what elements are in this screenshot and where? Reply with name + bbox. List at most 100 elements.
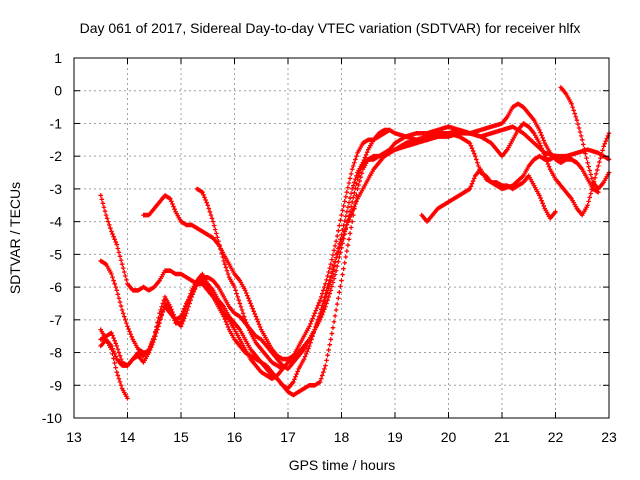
data-point <box>210 219 216 224</box>
x-tick-label: 18 <box>334 429 350 445</box>
data-point <box>324 277 329 283</box>
data-point <box>350 195 356 200</box>
series-track-9 <box>558 85 612 192</box>
data-point <box>120 310 126 316</box>
data-point <box>330 269 336 274</box>
data-point <box>476 163 481 169</box>
data-point <box>326 269 331 275</box>
data-point <box>344 222 350 228</box>
data-point <box>474 157 479 162</box>
data-point <box>118 257 124 263</box>
data-point <box>596 163 601 169</box>
data-point <box>345 242 351 248</box>
data-point <box>471 151 477 156</box>
data-point <box>340 240 345 246</box>
data-point <box>208 212 214 218</box>
data-point <box>170 309 175 315</box>
data-point <box>330 325 336 330</box>
data-point <box>257 324 263 330</box>
data-point <box>348 191 354 196</box>
data-point <box>114 369 120 375</box>
data-point <box>209 216 215 221</box>
data-point <box>125 396 130 401</box>
data-point <box>112 360 117 366</box>
data-point <box>589 176 595 181</box>
data-point <box>539 198 544 203</box>
data-point <box>103 212 109 218</box>
data-point <box>253 314 259 319</box>
series-track-8 <box>419 166 558 224</box>
data-point <box>101 204 107 210</box>
data-point <box>330 252 336 258</box>
data-point <box>148 343 154 349</box>
data-point <box>322 301 327 306</box>
y-tick-label: -9 <box>50 377 63 393</box>
data-point <box>169 199 174 204</box>
data-point <box>212 227 218 232</box>
data-point <box>334 250 340 256</box>
data-point <box>309 318 314 324</box>
data-point <box>572 111 578 116</box>
data-point <box>149 340 155 346</box>
data-point <box>328 261 334 267</box>
data-point <box>115 246 121 251</box>
data-point <box>246 295 251 301</box>
data-point <box>585 202 590 208</box>
data-point <box>113 341 119 346</box>
data-point <box>588 172 594 177</box>
data-point <box>114 242 120 247</box>
data-point <box>333 238 339 244</box>
data-point <box>581 142 586 147</box>
data-point <box>346 200 352 205</box>
data-point <box>597 159 602 165</box>
data-point <box>553 209 558 215</box>
data-point <box>346 213 352 219</box>
data-point <box>338 237 343 242</box>
data-point <box>316 300 322 306</box>
data-point <box>104 216 110 221</box>
data-point <box>182 313 188 319</box>
data-point <box>333 268 339 274</box>
data-point <box>332 259 338 265</box>
data-point <box>323 297 328 303</box>
data-point <box>315 303 321 308</box>
data-point <box>538 195 543 201</box>
data-point <box>186 304 191 310</box>
data-point <box>220 254 226 260</box>
data-point <box>350 206 356 212</box>
data-point <box>323 363 328 368</box>
data-point <box>583 151 588 156</box>
data-point <box>115 373 121 378</box>
data-point <box>118 382 124 388</box>
data-point <box>334 233 340 239</box>
data-point <box>315 319 321 325</box>
data-point <box>338 250 343 255</box>
data-point <box>341 223 346 228</box>
data-point <box>601 144 606 149</box>
data-point <box>306 346 311 351</box>
data-point <box>339 232 344 238</box>
data-point <box>469 146 475 151</box>
data-point <box>587 195 593 200</box>
data-point <box>569 101 574 107</box>
data-point <box>98 193 104 198</box>
data-point <box>319 373 325 378</box>
data-point <box>603 138 609 144</box>
data-point <box>541 203 547 209</box>
data-point <box>353 176 358 182</box>
data-point <box>251 309 257 314</box>
data-point <box>341 203 346 209</box>
data-point <box>352 180 357 185</box>
data-point <box>323 281 328 287</box>
data-point <box>155 320 160 325</box>
data-point <box>576 125 582 131</box>
data-point <box>540 201 545 206</box>
data-point <box>318 376 324 382</box>
data-point <box>118 356 124 362</box>
data-point <box>348 204 354 209</box>
data-point <box>223 265 229 270</box>
data-point <box>116 250 122 255</box>
data-point <box>247 298 252 304</box>
data-point <box>189 294 194 300</box>
data-point <box>114 288 120 293</box>
